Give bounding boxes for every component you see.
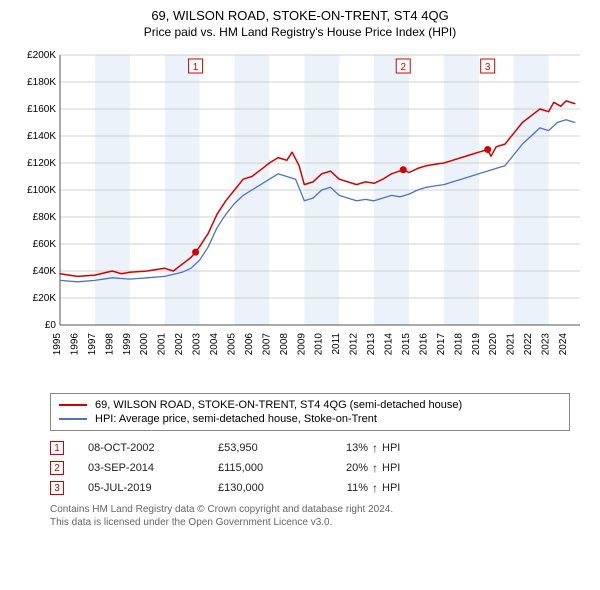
svg-text:£140K: £140K xyxy=(27,131,56,142)
arrow-up-icon: ↑ xyxy=(372,441,378,455)
svg-text:£0: £0 xyxy=(45,320,57,331)
sale-hpi-label: HPI xyxy=(382,482,400,494)
sale-price: £115,000 xyxy=(218,462,318,474)
svg-text:2017: 2017 xyxy=(436,333,447,356)
svg-text:2024: 2024 xyxy=(558,333,569,356)
svg-text:2009: 2009 xyxy=(296,333,307,356)
svg-text:1: 1 xyxy=(193,62,199,73)
sale-marker-box: 1 xyxy=(50,441,64,455)
legend-swatch xyxy=(59,418,87,420)
footer: Contains HM Land Registry data © Crown c… xyxy=(50,503,590,529)
sale-row: 3 05-JUL-2019£130,00011% ↑ HPI xyxy=(50,481,590,495)
svg-text:2000: 2000 xyxy=(139,333,150,356)
svg-text:2015: 2015 xyxy=(401,333,412,356)
svg-text:3: 3 xyxy=(485,62,491,73)
sales-table: 1 08-OCT-2002£53,95013% ↑ HPI 2 03-SEP-2014£1… xyxy=(50,441,590,495)
legend: 69, WILSON ROAD, STOKE-ON-TRENT, ST4 4QG… xyxy=(50,393,570,431)
svg-text:2: 2 xyxy=(400,62,406,73)
sale-price: £53,950 xyxy=(218,442,318,454)
title-block: 69, WILSON ROAD, STOKE-ON-TRENT, ST4 4QG… xyxy=(10,8,590,39)
svg-text:£20K: £20K xyxy=(33,293,57,304)
svg-text:2021: 2021 xyxy=(506,333,517,356)
svg-text:1999: 1999 xyxy=(122,333,133,356)
svg-text:2001: 2001 xyxy=(157,333,168,356)
svg-text:2011: 2011 xyxy=(331,333,342,355)
svg-text:2006: 2006 xyxy=(244,333,255,356)
footer-line2: This data is licensed under the Open Gov… xyxy=(50,516,590,529)
svg-text:2018: 2018 xyxy=(453,333,464,356)
svg-text:£200K: £200K xyxy=(27,50,56,61)
legend-swatch xyxy=(59,404,87,406)
svg-text:1996: 1996 xyxy=(69,333,80,356)
sale-hpi-label: HPI xyxy=(382,442,400,454)
svg-text:2013: 2013 xyxy=(366,333,377,356)
title-sub: Price paid vs. HM Land Registry's House … xyxy=(10,25,590,39)
svg-text:2023: 2023 xyxy=(541,333,552,356)
svg-text:1998: 1998 xyxy=(104,333,115,356)
sale-row: 1 08-OCT-2002£53,95013% ↑ HPI xyxy=(50,441,590,455)
svg-text:2014: 2014 xyxy=(384,333,395,356)
sale-pct: 11% xyxy=(318,482,368,494)
sale-marker-box: 2 xyxy=(50,461,64,475)
sale-marker-box: 3 xyxy=(50,481,64,495)
sale-date: 05-JUL-2019 xyxy=(88,482,218,494)
arrow-up-icon: ↑ xyxy=(372,481,378,495)
svg-text:1995: 1995 xyxy=(52,333,63,356)
legend-label: 69, WILSON ROAD, STOKE-ON-TRENT, ST4 4QG… xyxy=(95,399,462,411)
line-chart-svg: £0 £20K £40K £60K £80K £100K £120K £140K £160K £1… xyxy=(10,45,590,385)
sale-hpi-label: HPI xyxy=(382,462,400,474)
svg-text:£160K: £160K xyxy=(27,104,56,115)
sale-pct: 20% xyxy=(318,462,368,474)
svg-text:2008: 2008 xyxy=(279,333,290,356)
svg-text:£40K: £40K xyxy=(33,266,57,277)
svg-text:2002: 2002 xyxy=(174,333,185,356)
arrow-up-icon: ↑ xyxy=(372,461,378,475)
sale-pct: 13% xyxy=(318,442,368,454)
legend-item: HPI: Average price, semi-detached house,… xyxy=(59,412,561,426)
sale-row: 2 03-SEP-2014£115,00020% ↑ HPI xyxy=(50,461,590,475)
svg-text:£120K: £120K xyxy=(27,158,56,169)
svg-text:2016: 2016 xyxy=(418,333,429,356)
svg-text:£100K: £100K xyxy=(27,185,56,196)
svg-text:2019: 2019 xyxy=(471,333,482,356)
svg-text:£60K: £60K xyxy=(33,239,57,250)
svg-text:£80K: £80K xyxy=(33,212,57,223)
svg-text:2012: 2012 xyxy=(349,333,360,356)
chart-area: £0 £20K £40K £60K £80K £100K £120K £140K £160K £1… xyxy=(10,45,590,385)
svg-text:2003: 2003 xyxy=(192,333,203,356)
footer-line1: Contains HM Land Registry data © Crown c… xyxy=(50,503,590,516)
svg-text:2007: 2007 xyxy=(261,333,272,356)
svg-text:2005: 2005 xyxy=(226,333,237,356)
sale-price: £130,000 xyxy=(218,482,318,494)
svg-text:2022: 2022 xyxy=(523,333,534,356)
svg-text:1997: 1997 xyxy=(87,333,98,356)
sale-date: 03-SEP-2014 xyxy=(88,462,218,474)
title-main: 69, WILSON ROAD, STOKE-ON-TRENT, ST4 4QG xyxy=(10,8,590,23)
svg-text:2004: 2004 xyxy=(209,333,220,356)
svg-text:2010: 2010 xyxy=(314,333,325,356)
svg-text:2020: 2020 xyxy=(488,333,499,356)
legend-label: HPI: Average price, semi-detached house,… xyxy=(95,413,377,425)
legend-item: 69, WILSON ROAD, STOKE-ON-TRENT, ST4 4QG… xyxy=(59,398,561,412)
sale-date: 08-OCT-2002 xyxy=(88,442,218,454)
svg-text:£180K: £180K xyxy=(27,77,56,88)
chart-container: 69, WILSON ROAD, STOKE-ON-TRENT, ST4 4QG… xyxy=(0,0,600,539)
